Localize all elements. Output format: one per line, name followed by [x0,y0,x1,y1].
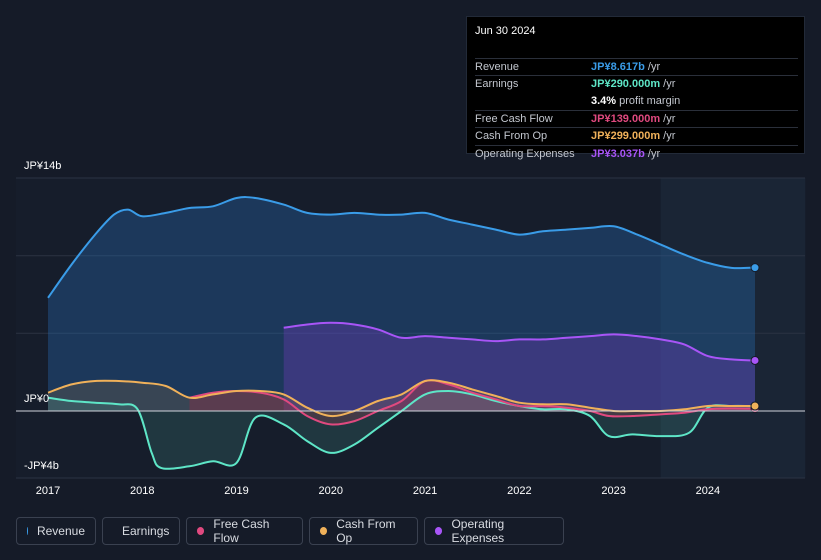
legend-dot-icon [320,527,328,535]
x-tick-label: 2022 [507,485,532,497]
legend-label: Revenue [36,524,85,538]
tooltip-row-value: 3.4% profit margin [591,95,680,107]
tooltip-unit-text: /yr [660,130,676,143]
tooltip-row-label: Cash From Op [475,130,548,143]
x-tick-label: 2017 [35,485,61,497]
x-tick-label: 2024 [695,485,721,497]
cash-from-op-area [48,380,755,417]
tooltip-row-label: Operating Expenses [475,147,575,160]
tooltip-row-value: JP¥299.000m /yr [591,130,675,142]
earnings-area [48,391,755,469]
x-tick-label: 2020 [318,485,344,497]
tooltip-value-text: JP¥290.000m [591,78,661,91]
y-axis-bottom-label: -JP¥4b [24,460,59,472]
x-tick-label: 2023 [601,485,626,497]
tooltip-row: Cash From Op JP¥299.000m /yr [475,127,798,143]
tooltip-row: Free Cash Flow JP¥139.000m /yr [475,109,798,126]
tooltip-row-label: Revenue [475,61,520,73]
tooltip-unit-text: /yr [644,61,661,73]
tooltip-value-text: JP¥139.000m [591,112,661,125]
legend-cash-from-op-button[interactable]: Cash From Op [309,517,418,545]
legend-label: Earnings [122,524,170,538]
legend-revenue-button[interactable]: Revenue [16,517,96,545]
legend-dot-icon [435,527,443,535]
x-tick-label: 2018 [130,485,155,497]
tooltip-row-value: JP¥139.000m /yr [591,113,675,125]
legend-label: Cash From Op [336,517,396,545]
operating-expenses-line [283,321,756,362]
tooltip-row-label: Free Cash Flow [475,112,553,125]
tooltip-row-value: JP¥3.037b /yr [591,148,660,160]
revenue-end-point [750,263,760,273]
tooltip-unit-text: profit margin [616,94,681,107]
tooltip-row: Operating Expenses JP¥3.037b /yr [475,144,798,161]
legend-operating-expenses-button[interactable]: Operating Expenses [424,517,564,545]
tooltip-value-text: 3.4% [591,94,617,107]
tooltip-row-value: JP¥8.617b /yr [591,61,660,73]
tooltip: Jun 30 2024 Revenue JP¥8.617b /yr Earnings… [466,16,805,160]
chart-svg [16,177,806,479]
cash-from-op-end-point [750,401,760,411]
legend-label: Operating Expenses [451,517,505,545]
y-axis-top-label: JP¥14b [24,160,62,172]
tooltip-unit-text: /yr [644,147,661,160]
tooltip-value-text: JP¥3.037b [591,147,645,160]
tooltip-row: Earnings JP¥290.000m /yr [475,75,798,91]
x-tick-label: 2021 [412,485,438,497]
tooltip-unit-text: /yr [660,78,676,91]
tooltip-row: Revenue JP¥8.617b /yr [475,58,798,74]
free-cash-flow-area [189,380,755,425]
tooltip-value-text: JP¥299.000m [591,130,661,143]
legend-dot-icon [197,527,205,535]
legend-label: Free Cash Flow [213,517,270,545]
tooltip-row: 3.4% profit margin [475,93,798,109]
free-cash-flow-line [189,379,756,426]
tooltip-value-text: JP¥8.617b [591,61,645,73]
tooltip-date: Jun 30 2024 [475,25,536,37]
operating-expenses-end-point [750,355,760,365]
revenue-line [47,196,756,299]
earnings-line [47,389,756,470]
forecast-shade [660,178,805,478]
tooltip-unit-text: /yr [660,112,676,125]
legend-free-cash-flow-button[interactable]: Free Cash Flow [186,517,303,545]
operating-expenses-area [283,322,755,411]
tooltip-row-value: JP¥290.000m /yr [591,78,675,90]
x-tick-label: 2019 [224,485,249,497]
tooltip-row-label: Earnings [475,78,519,91]
y-axis-zero-label: JP¥0 [24,393,50,405]
legend-earnings-button[interactable]: Earnings [102,517,180,545]
revenue-area [48,197,755,411]
legend-dot-icon [27,527,28,535]
